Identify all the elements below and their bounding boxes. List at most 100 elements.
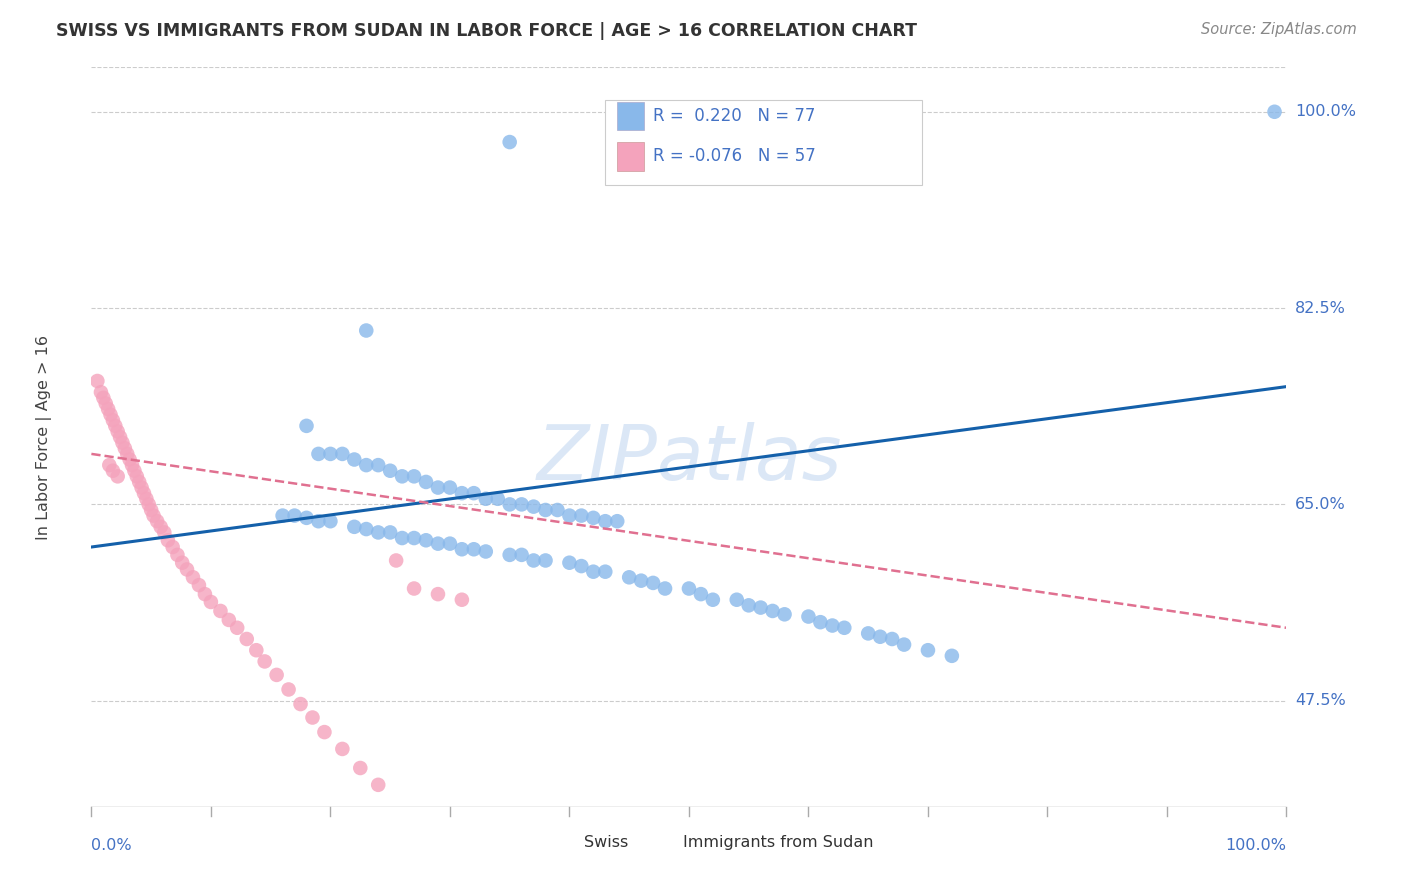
Point [135, 491, 157, 506]
Point [181, 570, 204, 584]
Point [101, 413, 124, 427]
Text: Immigrants from Sudan: Immigrants from Sudan [683, 835, 873, 849]
Point [226, 621, 249, 635]
Point [941, 648, 963, 663]
Point [187, 578, 211, 592]
Point [98, 458, 121, 472]
Point [606, 514, 628, 528]
Text: R =  0.220   N = 77: R = 0.220 N = 77 [652, 107, 815, 125]
Point [332, 447, 354, 461]
Point [1264, 104, 1286, 119]
Point [271, 508, 294, 523]
Point [450, 542, 472, 557]
Text: 100.0%: 100.0% [1226, 838, 1286, 853]
Point [558, 508, 581, 523]
Point [474, 491, 498, 506]
Point [115, 447, 138, 461]
Point [125, 469, 148, 483]
Point [142, 508, 165, 523]
Text: 47.5%: 47.5% [1295, 693, 1346, 708]
Point [121, 458, 143, 472]
Point [426, 536, 449, 550]
Point [641, 575, 664, 590]
Point [295, 418, 318, 433]
Point [450, 592, 472, 607]
Point [319, 447, 342, 461]
Point [349, 761, 371, 775]
Text: Source: ZipAtlas.com: Source: ZipAtlas.com [1201, 22, 1357, 37]
Point [856, 626, 880, 640]
Point [510, 548, 533, 562]
Point [86, 374, 108, 388]
FancyBboxPatch shape [551, 831, 578, 853]
Point [547, 503, 569, 517]
Point [378, 525, 402, 540]
Point [404, 582, 426, 596]
Point [314, 725, 336, 739]
Point [235, 632, 259, 646]
Point [593, 514, 616, 528]
Point [415, 533, 437, 548]
Point [498, 548, 520, 562]
FancyBboxPatch shape [617, 102, 644, 130]
Text: R = -0.076   N = 57: R = -0.076 N = 57 [652, 147, 815, 166]
Point [404, 531, 426, 545]
Point [725, 592, 748, 607]
Point [737, 599, 759, 613]
Point [498, 497, 520, 511]
Point [354, 324, 377, 338]
Text: 100.0%: 100.0% [1295, 104, 1355, 120]
Point [571, 559, 593, 574]
Point [523, 500, 546, 514]
Point [153, 525, 176, 540]
Point [523, 553, 546, 567]
Point [354, 458, 377, 472]
Point [880, 632, 904, 646]
Point [94, 396, 117, 410]
Point [917, 643, 939, 657]
Point [761, 604, 783, 618]
Point [245, 643, 267, 657]
Point [307, 514, 329, 528]
Point [118, 452, 141, 467]
FancyBboxPatch shape [651, 831, 678, 853]
Point [439, 536, 461, 550]
Point [404, 469, 426, 483]
Point [319, 514, 342, 528]
Point [367, 525, 389, 540]
Point [391, 531, 413, 545]
Point [284, 508, 307, 523]
Point [166, 548, 188, 562]
Point [749, 600, 772, 615]
Point [832, 621, 855, 635]
Point [343, 452, 366, 467]
Text: Swiss: Swiss [583, 835, 628, 849]
Point [146, 514, 169, 528]
Point [332, 742, 354, 756]
Point [558, 556, 581, 570]
Point [156, 533, 179, 548]
Point [301, 710, 323, 724]
Point [307, 447, 329, 461]
Point [630, 574, 652, 588]
Point [253, 655, 276, 669]
Point [463, 486, 485, 500]
Point [93, 391, 114, 405]
Point [104, 418, 127, 433]
Point [463, 542, 485, 557]
FancyBboxPatch shape [617, 143, 644, 170]
Point [534, 503, 557, 517]
Point [619, 570, 641, 584]
Point [131, 481, 153, 495]
Point [114, 442, 136, 456]
Point [218, 613, 240, 627]
Point [593, 565, 616, 579]
Point [893, 638, 915, 652]
Point [773, 607, 796, 622]
Point [128, 475, 150, 489]
Text: SWISS VS IMMIGRANTS FROM SUDAN IN LABOR FORCE | AGE > 16 CORRELATION CHART: SWISS VS IMMIGRANTS FROM SUDAN IN LABOR … [56, 22, 917, 40]
Point [439, 481, 461, 495]
Text: ZIPatlas: ZIPatlas [536, 422, 842, 496]
Point [689, 587, 711, 601]
Point [797, 609, 820, 624]
